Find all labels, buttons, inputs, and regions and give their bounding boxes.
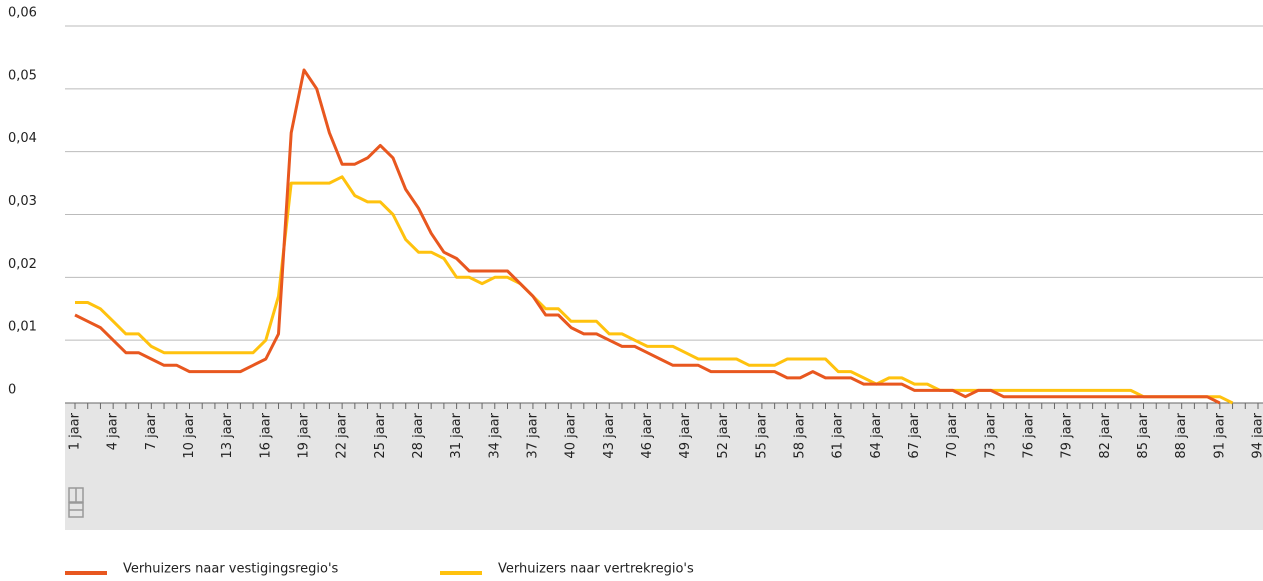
x-tick-label: 34 jaar (487, 412, 502, 458)
x-tick-label: 46 jaar (640, 412, 655, 458)
series-line (74, 68, 1221, 405)
x-tick-label: 58 jaar (793, 412, 808, 458)
x-tick-label: 4 jaar (106, 412, 121, 450)
x-tick-label: 22 jaar (335, 412, 350, 458)
x-tick-label: 13 jaar (220, 412, 235, 458)
x-tick-label: 10 jaar (182, 412, 197, 458)
x-tick-label: 91 jaar (1212, 412, 1227, 458)
x-tick-label: 40 jaar (564, 412, 579, 458)
x-tick-label: 49 jaar (678, 412, 693, 458)
x-tick-label: 64 jaar (869, 412, 884, 458)
x-tick-label: 55 jaar (754, 412, 769, 458)
x-tick-label: 28 jaar (411, 412, 426, 458)
x-tick-label: 7 jaar (144, 412, 159, 450)
x-tick-label: 88 jaar (1174, 412, 1189, 458)
y-tick-label: 0,01 (8, 320, 37, 335)
legend-label: Verhuizers naar vertrekregio's (498, 562, 694, 577)
x-tick-label: 19 jaar (296, 412, 311, 458)
x-tick-label: 52 jaar (716, 412, 731, 458)
logo (68, 487, 84, 518)
y-tick-label: 0,02 (8, 257, 37, 272)
y-tick-label: 0,05 (8, 68, 37, 83)
x-tick-label: 94 jaar (1251, 412, 1263, 458)
x-tick-label: 61 jaar (831, 412, 846, 458)
y-tick-label: 0 (8, 383, 16, 398)
x-tick-label: 73 jaar (983, 412, 998, 458)
y-tick-label: 0,03 (8, 194, 37, 209)
x-tick-label: 76 jaar (1022, 412, 1037, 458)
x-axis-band (65, 403, 1263, 530)
x-tick-label: 31 jaar (449, 412, 464, 458)
x-tick-label: 16 jaar (258, 412, 273, 458)
series-line (75, 175, 1234, 405)
legend-label: Verhuizers naar vestigingsregio's (123, 562, 339, 577)
x-tick-label: 25 jaar (373, 412, 388, 458)
x-tick-label: 70 jaar (945, 412, 960, 458)
x-tick-label: 37 jaar (525, 412, 540, 458)
x-tick-label: 1 jaar (68, 412, 83, 450)
x-tick-label: 82 jaar (1098, 412, 1113, 458)
y-tick-label: 0,04 (8, 131, 37, 146)
y-tick-label: 0,06 (8, 6, 37, 21)
x-tick-label: 79 jaar (1060, 412, 1075, 458)
x-tick-label: 43 jaar (602, 412, 617, 458)
x-tick-label: 67 jaar (907, 412, 922, 458)
x-tick-label: 85 jaar (1136, 412, 1151, 458)
